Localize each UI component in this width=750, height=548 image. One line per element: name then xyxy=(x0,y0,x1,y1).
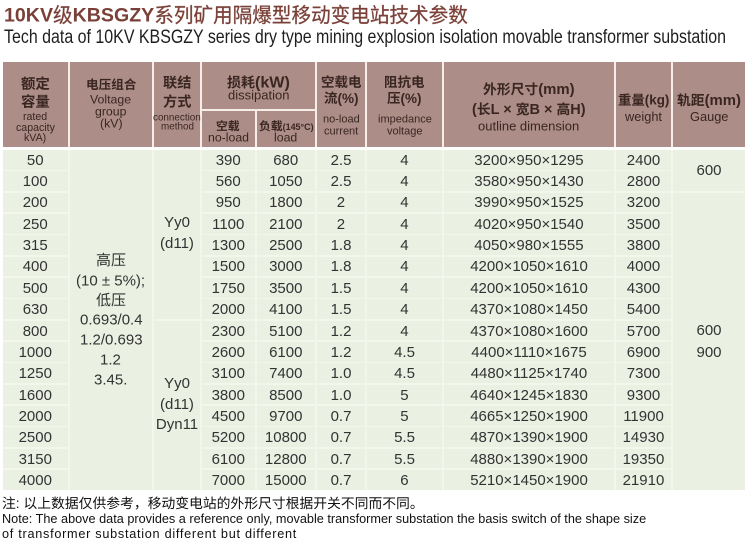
svg-text:L ×: L × xyxy=(491,102,512,118)
svg-text:kVA): kVA) xyxy=(24,132,46,144)
svg-text:(: ( xyxy=(472,102,477,118)
svg-text:(mm): (mm) xyxy=(705,93,741,109)
svg-text:(%): (%) xyxy=(337,91,358,106)
svg-text:3.45.: 3.45. xyxy=(94,371,127,388)
svg-text:(kW): (kW) xyxy=(255,74,290,92)
svg-text:no-load: no-load xyxy=(208,130,249,144)
svg-text:(%): (%) xyxy=(401,91,422,106)
svg-text:no-load: no-load xyxy=(323,113,360,125)
svg-text:Gauge: Gauge xyxy=(690,109,728,124)
svg-text:10KV: 10KV xyxy=(4,5,53,27)
svg-text:1.2: 1.2 xyxy=(100,351,121,368)
svg-text:B ×: B × xyxy=(530,102,553,118)
svg-text:outline dimension: outline dimension xyxy=(478,118,579,133)
svg-text:weight: weight xyxy=(624,109,662,124)
svg-text:method: method xyxy=(161,122,194,133)
svg-text:1.2/0.693: 1.2/0.693 xyxy=(80,331,143,348)
svg-text:H): H) xyxy=(570,102,585,118)
svg-text:(145°C): (145°C) xyxy=(282,122,313,132)
svg-text:group: group xyxy=(95,104,127,118)
svg-text:connection: connection xyxy=(153,112,201,123)
svg-text:KBSGZY: KBSGZY xyxy=(73,5,155,27)
svg-text:voltage: voltage xyxy=(387,125,422,137)
svg-text:(mm): (mm) xyxy=(538,82,574,98)
svg-text:impedance: impedance xyxy=(378,113,432,125)
svg-text:load: load xyxy=(274,130,297,144)
svg-text:(kV): (kV) xyxy=(100,116,123,130)
svg-text::: : xyxy=(16,496,20,511)
svg-text:(10 ± 5%);: (10 ± 5%); xyxy=(76,272,145,289)
svg-text:dissipation: dissipation xyxy=(228,87,289,102)
svg-text:capacity: capacity xyxy=(16,122,56,134)
svg-text:rated: rated xyxy=(23,111,47,123)
svg-text:0.693/0.4: 0.693/0.4 xyxy=(80,312,143,329)
svg-text:(kg): (kg) xyxy=(644,93,669,108)
svg-text:Voltage: Voltage xyxy=(90,93,131,107)
svg-text:current: current xyxy=(324,125,358,137)
